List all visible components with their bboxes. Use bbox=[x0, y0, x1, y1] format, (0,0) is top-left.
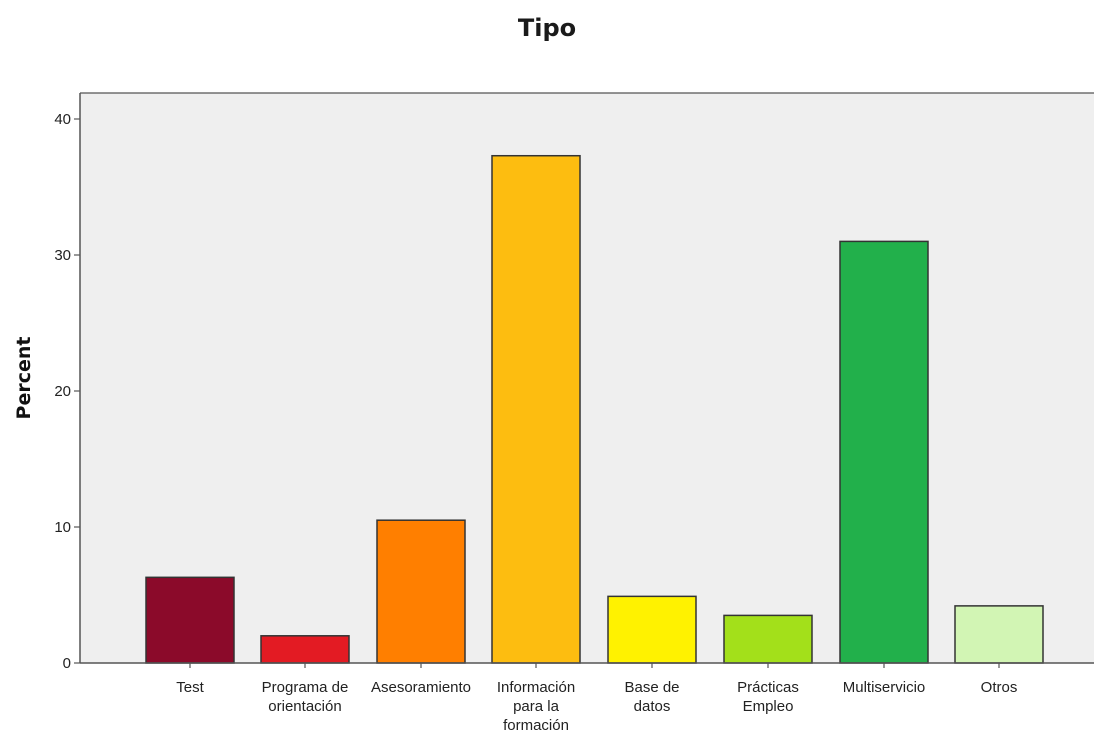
bar-1 bbox=[260, 635, 350, 664]
x-category-label: Base de datos bbox=[624, 679, 679, 715]
y-tick-label: 30 bbox=[54, 247, 71, 264]
bar-2 bbox=[376, 519, 466, 664]
bar-7 bbox=[954, 605, 1044, 664]
bar-0 bbox=[145, 576, 235, 664]
y-tick-label: 0 bbox=[63, 655, 71, 672]
x-category-label: Asesoramiento bbox=[371, 679, 471, 696]
bar-6 bbox=[839, 240, 929, 664]
chart-title: Tipo bbox=[517, 14, 577, 42]
x-category-label: Información para la formación bbox=[497, 679, 575, 734]
y-tick-label: 40 bbox=[54, 111, 71, 128]
bar-4 bbox=[607, 595, 697, 664]
y-axis-ticks: 0 10 20 30 40 bbox=[54, 111, 80, 672]
y-axis-label: Percent bbox=[13, 337, 35, 420]
x-category-label: Programa de orientación bbox=[262, 679, 349, 715]
x-category-label: Multiservicio bbox=[843, 679, 926, 696]
x-category-label: Prácticas Empleo bbox=[737, 679, 799, 715]
y-tick-label: 20 bbox=[54, 383, 71, 400]
bar-5 bbox=[723, 614, 813, 664]
y-tick-label: 10 bbox=[54, 519, 71, 536]
x-category-label: Otros bbox=[981, 679, 1018, 696]
x-category-label: Test bbox=[176, 679, 204, 696]
bars-group bbox=[145, 154, 1044, 664]
bar-3 bbox=[491, 154, 581, 664]
x-axis-labels: Test Programa de orientación Asesoramiento I… bbox=[176, 663, 1017, 734]
